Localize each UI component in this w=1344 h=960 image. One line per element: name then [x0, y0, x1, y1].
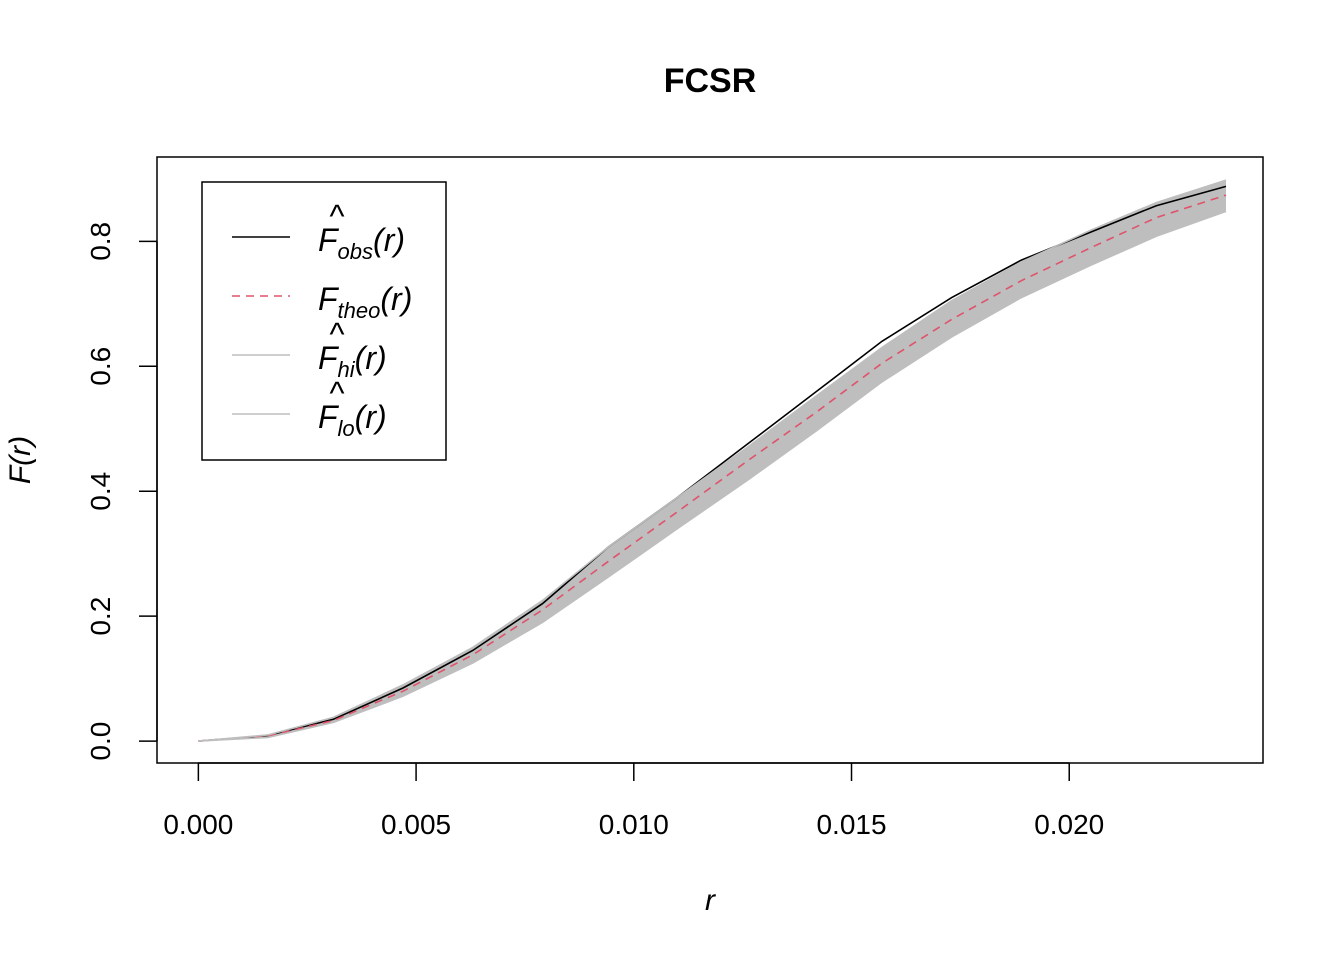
x-tick-label: 0.015 [816, 809, 886, 840]
chart-title: FCSR [664, 62, 757, 100]
x-axis: 0.000 0.005 0.010 0.015 0.020 [163, 762, 1104, 840]
legend-label-lo: Flo(r) [318, 399, 387, 441]
y-tick-label: 0.0 [85, 722, 116, 761]
legend: ^Fobs(r)Ftheo(r)^Fhi(r)^Flo(r) [201, 181, 447, 461]
envelope-band-layer [198, 180, 1226, 742]
x-tick-label: 0.020 [1034, 809, 1104, 840]
legend-hat: ^ [329, 316, 344, 352]
legend-label-obs: Fobs(r) [318, 222, 405, 264]
series-line-layer [198, 179, 1227, 742]
series-line-theo [198, 194, 1227, 742]
legend-hat: ^ [329, 198, 344, 234]
y-tick-label: 0.4 [85, 472, 116, 511]
legend-label-theo: Ftheo(r) [318, 281, 412, 323]
series-line-hi [198, 179, 1227, 742]
series-line-lo [198, 210, 1227, 742]
y-axis-label: F(r) [4, 436, 37, 484]
y-tick-label: 0.8 [85, 222, 116, 261]
y-axis: 0.0 0.2 0.4 0.6 0.8 [85, 222, 158, 761]
x-tick-label: 0.005 [381, 809, 451, 840]
legend-hat: ^ [329, 375, 344, 411]
envelope-band [198, 180, 1226, 742]
x-tick-label: 0.000 [163, 809, 233, 840]
y-tick-label: 0.2 [85, 597, 116, 636]
x-axis-label: r [705, 884, 716, 917]
x-tick-label: 0.010 [599, 809, 669, 840]
y-tick-label: 0.6 [85, 347, 116, 386]
legend-label-hi: Fhi(r) [318, 340, 387, 382]
